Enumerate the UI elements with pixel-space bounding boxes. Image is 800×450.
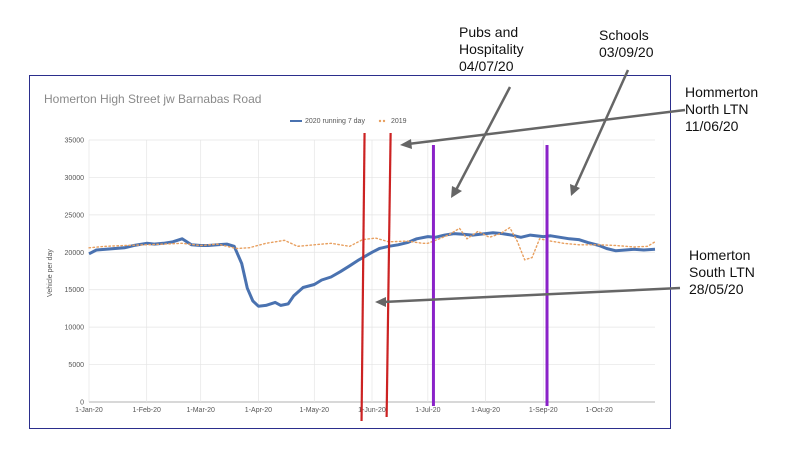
y-axis: 0 5000 10000 15000 20000 25000 30000 35000 <box>65 138 85 407</box>
x-tick-label: 1-Feb-20 <box>133 407 162 414</box>
chart-title: Homerton High Street jw Barnabas Road <box>44 92 262 106</box>
arrow-pubs-head <box>451 186 462 198</box>
y-axis-label: Vehicle per day <box>47 249 54 297</box>
y-tick-label: 10000 <box>65 325 85 332</box>
x-tick-label: 1-Jan-20 <box>75 407 103 414</box>
annotation-north: Hommerton North LTN 11/06/20 <box>685 84 759 134</box>
y-tick-label: 15000 <box>65 287 85 294</box>
arrow-pubs <box>453 86 512 193</box>
y-tick-label: 25000 <box>65 212 85 219</box>
x-tick-label: 1-Jul-20 <box>415 407 440 414</box>
x-tick-label: 1-Mar-20 <box>187 407 216 414</box>
x-tick-label: 1-May-20 <box>299 407 329 414</box>
y-tick-label: 30000 <box>65 175 85 182</box>
series-line-2020 <box>88 231 656 308</box>
series-line-2019 <box>88 226 656 261</box>
legend-label-2020: 2020 running 7 day <box>305 118 365 125</box>
y-tick-label: 35000 <box>65 138 85 145</box>
x-tick-label: 1-Oct-20 <box>586 407 613 414</box>
arrow-north <box>407 108 686 146</box>
annotation-arrows <box>375 69 686 307</box>
x-axis: 1-Jan-20 1-Feb-20 1-Mar-20 1-Apr-20 1-May-20… <box>75 407 613 414</box>
arrow-south-head <box>375 297 386 307</box>
annotation-schools: Schools 03/09/20 <box>599 27 654 60</box>
x-tick-label: 1-Aug-20 <box>471 407 500 414</box>
x-tick-label: 1-Apr-20 <box>245 407 272 414</box>
y-tick-label: 0 <box>80 400 84 407</box>
arrow-schools-head <box>570 184 580 196</box>
arrow-south <box>382 286 681 304</box>
arrow-north-head <box>400 139 412 149</box>
event-lines <box>360 132 549 422</box>
event-line <box>385 132 392 418</box>
legend-label-2019: 2019 <box>391 118 407 125</box>
y-tick-label: 5000 <box>68 362 84 369</box>
y-tick-label: 20000 <box>65 250 85 257</box>
event-line <box>360 132 366 422</box>
legend: 2020 running 7 day 2019 <box>290 118 407 125</box>
legend-swatch-2019-b <box>382 119 386 123</box>
x-tick-label: 1-Jun-20 <box>358 407 386 414</box>
annotation-pubs: Pubs and Hospitality 04/07/20 <box>459 24 524 74</box>
grid <box>88 139 655 403</box>
annotation-south: Homerton South LTN 28/05/20 <box>689 247 755 297</box>
arrow-schools <box>572 69 630 191</box>
series <box>88 226 656 308</box>
legend-swatch-2019-a <box>378 119 382 123</box>
x-tick-label: 1-Sep-20 <box>529 407 558 414</box>
